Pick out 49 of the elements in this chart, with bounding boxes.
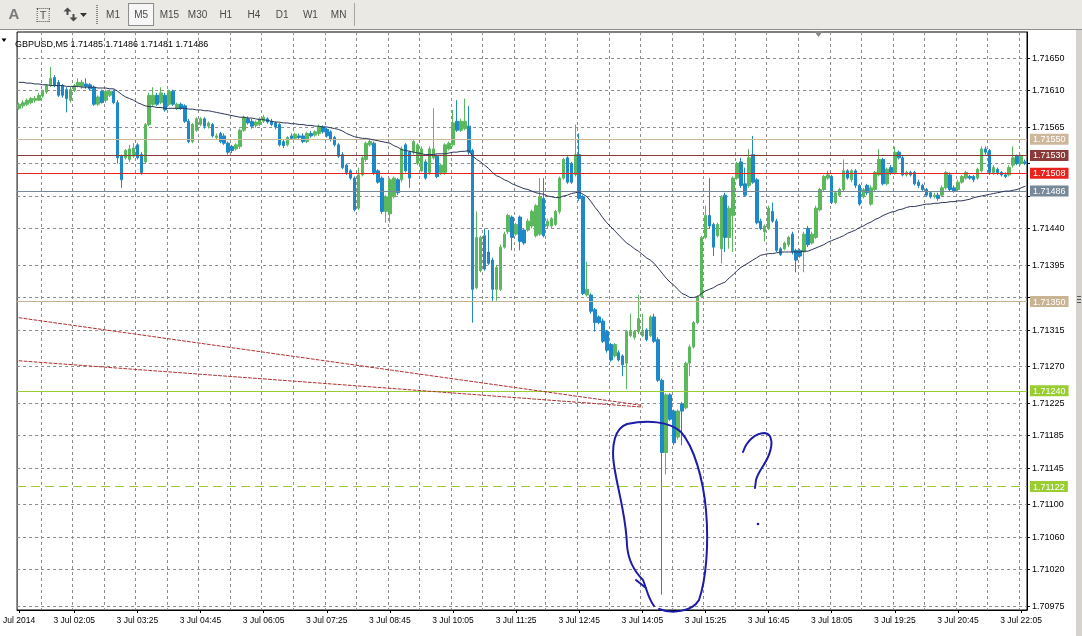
x-tick-label: 3 Jul 14:05 — [621, 614, 664, 625]
x-tick-label: 3 Jul 02:05 — [53, 614, 96, 625]
x-tick-label: 3 Jul 08:45 — [369, 614, 411, 625]
text: M5 — [128, 3, 155, 26]
text: M15 — [159, 8, 180, 22]
text: T — [36, 8, 50, 22]
y-tick-label: 1.71225 — [1032, 397, 1065, 408]
x-tick-label: 3 Jul 06:05 — [242, 614, 285, 625]
ref-line-label: 1.71530 — [1033, 150, 1066, 161]
y-tick-label: 1.71610 — [1032, 85, 1065, 96]
ref-line-label: 1.71508 — [1033, 168, 1066, 179]
text: H4 — [247, 8, 261, 22]
x-tick-label: 3 Jul 12:45 — [558, 614, 601, 625]
y-tick-label: 1.71060 — [1032, 531, 1065, 542]
y-tick-label: 1.70975 — [1032, 600, 1065, 611]
y-tick-label: 1.71565 — [1032, 121, 1065, 132]
x-tick-label: 3 Jul 19:25 — [874, 614, 916, 625]
x-tick-label: Jul 2014 — [2, 614, 36, 625]
y-tick-label: 1.71020 — [1032, 564, 1065, 575]
x-tick-label: 3 Jul 15:25 — [684, 614, 727, 625]
x-tick-label: 3 Jul 10:05 — [432, 614, 475, 625]
y-tick-label: 1.71440 — [1032, 223, 1065, 234]
text: M30 — [187, 8, 208, 22]
text: MN — [330, 8, 347, 22]
ref-line-label: 1.71122 — [1033, 481, 1065, 492]
y-tick-label: 1.71395 — [1032, 259, 1065, 270]
x-tick-label: 3 Jul 11:25 — [495, 614, 537, 625]
y-tick-label: 1.71315 — [1032, 324, 1065, 335]
x-tick-label: 3 Jul 20:45 — [937, 614, 980, 625]
y-tick-label: 1.71145 — [1032, 462, 1064, 473]
ref-line-label: 1.71350 — [1033, 296, 1066, 307]
x-tick-label: 3 Jul 04:45 — [179, 614, 222, 625]
y-tick-label: 1.71650 — [1032, 52, 1065, 63]
ref-line-label: 1.71550 — [1033, 134, 1066, 145]
x-tick-label: 3 Jul 18:05 — [810, 614, 853, 625]
text: H1 — [219, 8, 233, 22]
x-tick-label: 3 Jul 03:25 — [116, 614, 159, 625]
x-tick-label: 3 Jul 07:25 — [305, 614, 348, 625]
text: M1 — [106, 8, 120, 22]
x-tick-label: 3 Jul 16:45 — [747, 614, 790, 625]
ref-line-label: 1.71486 — [1033, 186, 1066, 197]
y-tick-label: 1.71270 — [1032, 361, 1065, 372]
ref-line-label: 1.71240 — [1033, 385, 1066, 396]
text: W1 — [302, 8, 318, 22]
text: A — [8, 5, 20, 23]
y-tick-label: 1.71185 — [1032, 430, 1064, 441]
text: D1 — [275, 8, 289, 22]
x-tick-label: 3 Jul 22:05 — [1000, 614, 1043, 625]
y-tick-label: 1.71100 — [1032, 499, 1064, 510]
